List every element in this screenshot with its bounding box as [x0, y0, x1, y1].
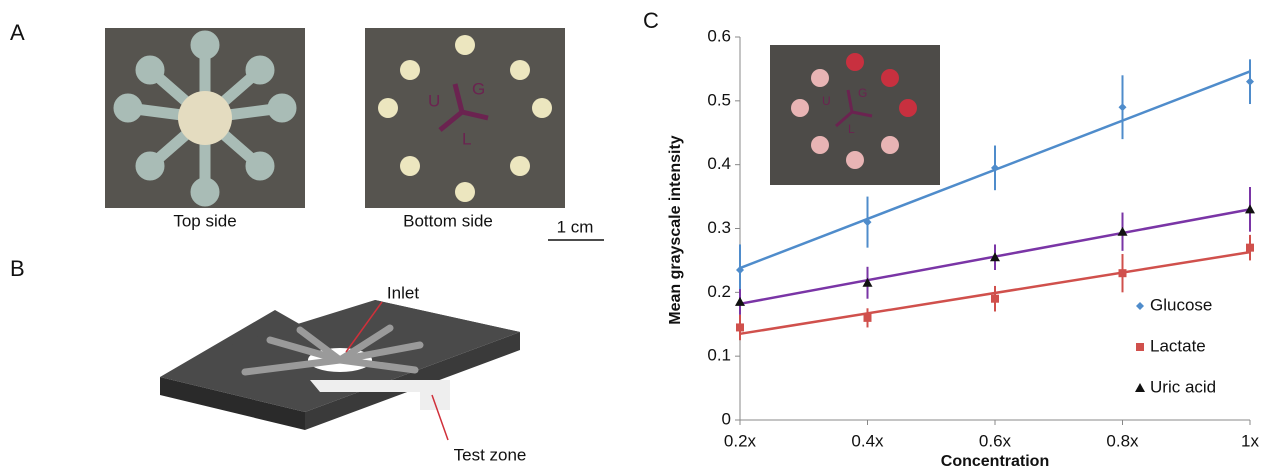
bottom-side-photo — [365, 28, 565, 208]
y-tick-label: 0.5 — [707, 90, 731, 109]
legend-marker — [1136, 343, 1144, 351]
zone-letter: L — [848, 122, 855, 136]
panel-label: A — [10, 20, 25, 45]
y-tick-label: 0 — [722, 409, 731, 428]
x-tick-label: 1x — [1241, 431, 1259, 450]
scale-bar-label: 1 cm — [557, 217, 594, 236]
figure: A Top side U G L Bottom side 1 cm B — [0, 0, 1263, 470]
marker — [735, 297, 745, 306]
y-tick-label: 0.6 — [707, 26, 731, 45]
caption: Bottom side — [403, 211, 493, 230]
x-tick-label: 0.8x — [1106, 431, 1139, 450]
top-side-photo — [105, 28, 305, 208]
y-tick-label: 0.1 — [707, 346, 731, 365]
marker — [1246, 244, 1254, 252]
legend-label: Glucose — [1150, 295, 1212, 314]
zone-letter: U — [822, 94, 831, 108]
marker — [1119, 269, 1127, 277]
inset-photo — [770, 45, 940, 185]
legend-marker — [1135, 383, 1145, 392]
x-tick-label: 0.4x — [851, 431, 884, 450]
annotation: Inlet — [387, 283, 419, 302]
zone-letter: L — [462, 129, 471, 148]
legend-label: Uric acid — [1150, 377, 1216, 396]
x-axis-label: Concentration — [941, 453, 1049, 470]
legend-marker — [1136, 302, 1144, 310]
marker — [864, 314, 872, 322]
panel-label: C — [643, 8, 659, 33]
marker — [1246, 78, 1254, 86]
y-tick-label: 0.2 — [707, 282, 731, 301]
marker — [736, 323, 744, 331]
x-tick-label: 0.6x — [979, 431, 1012, 450]
caption: Top side — [173, 211, 236, 230]
annotation: Test zone — [454, 445, 527, 464]
y-tick-label: 0.3 — [707, 218, 731, 237]
x-tick-label: 0.2x — [724, 431, 757, 450]
zone-letter: G — [472, 79, 485, 98]
device-diagram — [160, 300, 520, 440]
y-axis-label: Mean grayscale intensity — [667, 135, 684, 325]
y-tick-label: 0.4 — [707, 154, 731, 173]
zone-letter: U — [428, 91, 440, 110]
panel-label: B — [10, 256, 25, 281]
marker — [1119, 103, 1127, 111]
legend-label: Lactate — [1150, 336, 1206, 355]
zone-letter: G — [858, 86, 867, 100]
marker — [991, 295, 999, 303]
